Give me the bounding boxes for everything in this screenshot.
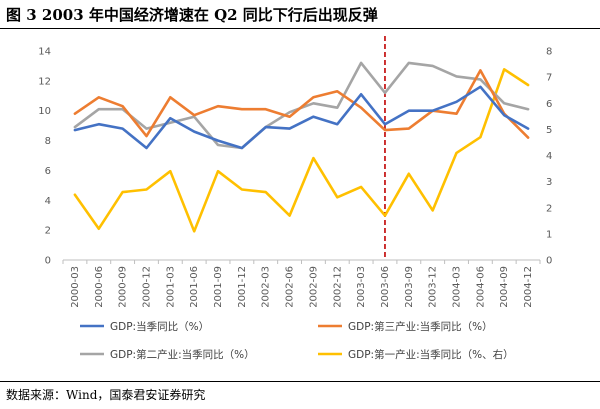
x-tick-label: 2004-03 [452,266,463,308]
right-y-tick-label: 0 [546,256,552,267]
x-tick-label: 2003-06 [380,266,391,308]
series-layer [73,61,530,233]
x-tick-label: 2002-12 [332,266,343,308]
right-y-tick-label: 6 [546,99,552,110]
x-tick-label: 2000-12 [141,266,152,308]
left-y-tick-label: 0 [45,256,51,267]
right-y-tick-label: 7 [546,73,552,84]
left-y-tick-label: 12 [38,76,51,87]
left-y-tick-label: 14 [38,47,51,58]
left-y-tick-label: 2 [45,226,51,237]
right-y-tick-label: 5 [546,125,552,136]
x-tick-label: 2000-06 [94,266,105,308]
series-line-1 [73,85,530,150]
x-tick-label: 2000-03 [70,266,81,308]
left-y-tick-label: 10 [38,106,51,117]
source-rule [0,381,600,382]
axes-layer: 2000-03 2000-06 2000-09 2000-12 2001-03 2001-… [38,36,552,308]
x-tick-label: 2004-09 [499,266,510,308]
figure-title: 图 3 2003 年中国经济增速在 Q2 同比下行后出现反弹 [6,6,378,24]
x-tick-label: 2001-03 [165,266,176,308]
left-y-tick-label: 8 [45,136,51,147]
x-tick-label: 2004-06 [475,266,486,308]
right-y-tick-label: 8 [546,47,552,58]
legend-label: GDP:当季同比（%） [110,320,209,333]
x-tick-label: 2004-12 [523,266,534,308]
x-tick-label: 2003-09 [404,266,415,308]
x-tick-label: 2001-06 [189,266,200,308]
x-tick-label: 2001-09 [213,266,224,308]
series-line-4 [73,67,530,233]
gdp-growth-chart: 2000-03 2000-06 2000-09 2000-12 2001-03 2001-… [38,36,552,361]
title-rule [0,28,600,29]
x-tick-label: 2002-06 [285,266,296,308]
legend-label: GDP:第三产业:当季同比（%） [348,320,493,333]
right-y-tick-label: 4 [546,151,552,162]
legend: GDP:当季同比（%） GDP:第三产业:当季同比（%） GDP:第二产业:当季同比… [80,320,514,361]
x-tick-label: 2002-09 [308,266,319,308]
x-tick-label: 2003-03 [356,266,367,308]
legend-label: GDP:第一产业:当季同比（%、右） [348,348,514,361]
x-tick-label: 2002-03 [261,266,272,308]
right-y-tick-label: 2 [546,203,552,214]
source-note: 数据来源：Wind，国泰君安证券研究 [6,388,206,402]
series-line-2 [73,69,530,139]
right-y-tick-label: 1 [546,229,552,240]
x-tick-label: 2000-09 [118,266,129,308]
left-y-tick-label: 4 [45,196,51,207]
right-y-tick-label: 3 [546,177,552,188]
x-tick-label: 2001-12 [237,266,248,308]
legend-label: GDP:第二产业:当季同比（%） [110,348,255,361]
x-tick-label: 2003-12 [428,266,439,308]
left-y-tick-label: 6 [45,166,51,177]
